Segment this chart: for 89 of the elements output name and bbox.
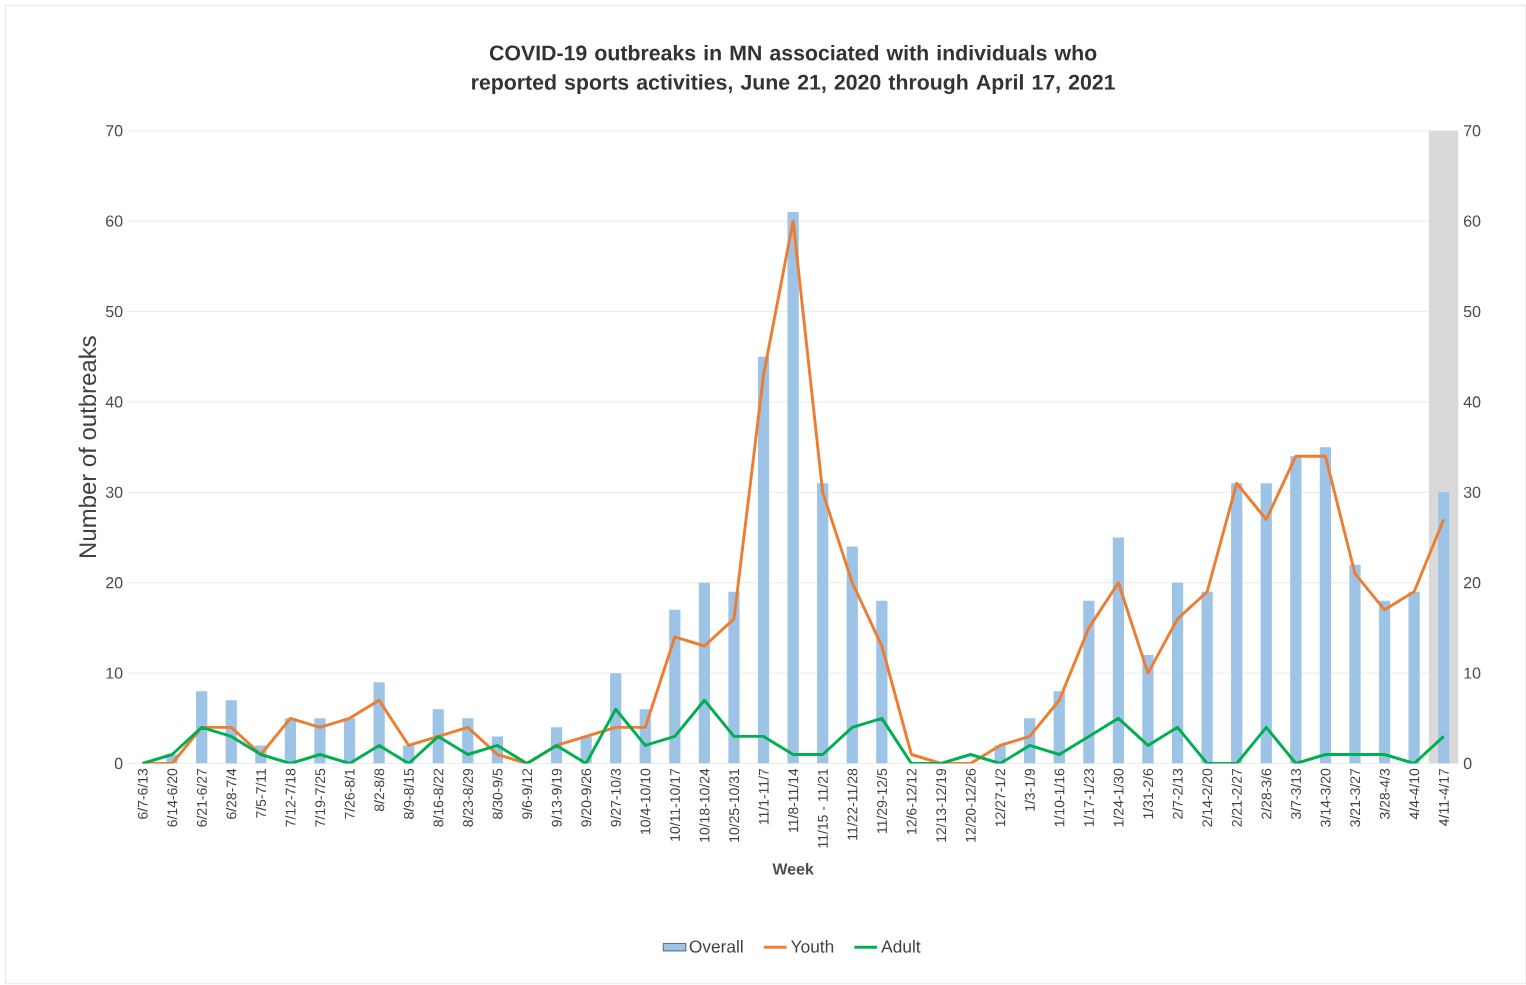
y-tick-label: 30 — [105, 486, 123, 498]
x-tick-label: 8/2-8/8 — [373, 768, 385, 812]
x-tick-label: 1/3-1/9 — [1024, 768, 1035, 811]
x-tick-label: 3/28-4/3 — [1379, 768, 1390, 819]
x-tick-label: 4/4-4/10 — [1409, 768, 1420, 820]
bar — [1438, 492, 1450, 764]
x-tick-label: 9/20-9/26 — [580, 768, 592, 827]
x-tick-label: 1/17-1/23 — [1083, 768, 1094, 827]
bar — [817, 483, 829, 764]
y2-tick-label: 30 — [1463, 486, 1481, 498]
x-tick-label: 8/23-8/29 — [462, 768, 473, 827]
x-tick-label: 11/22-11/28 — [847, 768, 858, 840]
x-tick-label: 6/7-6/13 — [137, 768, 148, 819]
bar — [876, 600, 888, 764]
y-tick-label: 70 — [106, 125, 123, 137]
x-tick-label: 6/28-7/4 — [226, 768, 237, 819]
x-tick-label: 1/31-2/6 — [1142, 768, 1154, 819]
x-tick-label: 2/21-2/27 — [1231, 768, 1242, 827]
x-tick-label: 3/21-3/27 — [1349, 768, 1361, 827]
legend-label: Youth — [790, 939, 834, 953]
y2-tick-label: 70 — [1464, 125, 1481, 137]
x-tick-label: 12/20-12/26 — [965, 768, 976, 842]
bar — [196, 691, 208, 764]
bar — [1349, 564, 1361, 764]
x-tick-label: 10/25-10/31 — [728, 768, 740, 842]
x-tick-label: 3/14-3/20 — [1320, 768, 1331, 827]
x-tick-label: 9/6-9/12 — [521, 768, 533, 819]
x-tick-label: 2/14-2/20 — [1202, 768, 1213, 827]
bar — [1112, 537, 1125, 764]
y-tick-label: 40 — [105, 396, 123, 408]
bar — [373, 682, 385, 764]
x-tick-label: 11/29-12/5 — [876, 768, 887, 833]
x-tick-label: 9/13-9/19 — [551, 768, 562, 827]
y-tick-label: 60 — [106, 215, 123, 227]
x-axis-title: Week — [772, 862, 814, 875]
x-tick-label: 6/21-6/27 — [196, 768, 207, 827]
x-tick-label: 2/28-3/6 — [1261, 768, 1272, 819]
y-tick-label: 20 — [106, 577, 123, 589]
x-tick-label: 6/14-6/20 — [166, 768, 178, 827]
y-tick-label: 0 — [114, 757, 123, 770]
x-tick-label: 10/18-10/24 — [699, 768, 710, 842]
x-tick-label: 12/27-1/2 — [995, 768, 1006, 827]
x-tick-label: 7/26-8/1 — [344, 768, 355, 819]
x-tick-label: 1/10-1/16 — [1054, 768, 1065, 827]
x-tick-label: 8/30-9/5 — [492, 768, 503, 819]
bar — [1290, 456, 1302, 764]
bar — [1319, 447, 1332, 764]
x-tick-label: 7/5-7/11 — [255, 768, 266, 818]
y2-tick-label: 10 — [1464, 667, 1481, 679]
x-tick-label: 8/9-8/15 — [403, 768, 414, 819]
bar — [1231, 483, 1243, 764]
y2-tick-label: 20 — [1464, 577, 1481, 589]
x-tick-label: 11/1-11/7 — [758, 768, 769, 825]
y2-tick-label: 0 — [1463, 757, 1472, 770]
x-tick-label: 12/6-12/12 — [906, 768, 917, 834]
x-tick-label: 8/16-8/22 — [433, 768, 444, 827]
x-tick-label: 10/4-10/10 — [640, 768, 651, 834]
y-axis-title: Number of outbreaks — [78, 336, 97, 557]
y2-tick-label: 40 — [1463, 396, 1481, 408]
bar — [757, 356, 770, 764]
x-tick-label: 10/11-10/17 — [669, 768, 680, 841]
x-tick-label: 1/24-1/30 — [1113, 768, 1124, 827]
x-tick-label: 7/19-7/25 — [314, 768, 326, 827]
bar — [1171, 582, 1184, 764]
bar — [728, 591, 740, 764]
x-tick-label: 2/7-2/13 — [1172, 768, 1183, 819]
bar — [1260, 483, 1272, 764]
x-tick-label: 4/11-4/17 — [1438, 768, 1449, 826]
bar — [698, 582, 711, 764]
bar — [1201, 591, 1213, 764]
x-tick-label: 12/13-12/19 — [935, 768, 947, 842]
x-tick-label: 7/12-7/18 — [285, 768, 296, 827]
bar — [846, 546, 858, 764]
x-tick-label: 3/7-3/13 — [1290, 768, 1301, 819]
y2-tick-label: 50 — [1463, 305, 1481, 318]
bar — [669, 609, 681, 764]
y-tick-label: 10 — [106, 667, 123, 679]
legend-label: Overall — [689, 939, 743, 953]
legend-label: Adult — [881, 939, 921, 953]
bar — [1083, 600, 1095, 764]
y2-tick-label: 60 — [1464, 215, 1481, 227]
bar — [1378, 600, 1391, 764]
bar — [1408, 591, 1420, 764]
x-tick-label: 11/8-11/14 — [788, 768, 799, 832]
bar — [787, 212, 799, 764]
chart-title: COVID-19 outbreaks in MN associated with individuals who reported sports activities, June 21, 2020 through April 17, 2021 — [472, 44, 1115, 95]
x-tick-label: 9/27-10/3 — [610, 768, 621, 827]
x-tick-label: 11/15 - 11/21 — [817, 768, 828, 848]
y-tick-label: 50 — [105, 305, 123, 318]
